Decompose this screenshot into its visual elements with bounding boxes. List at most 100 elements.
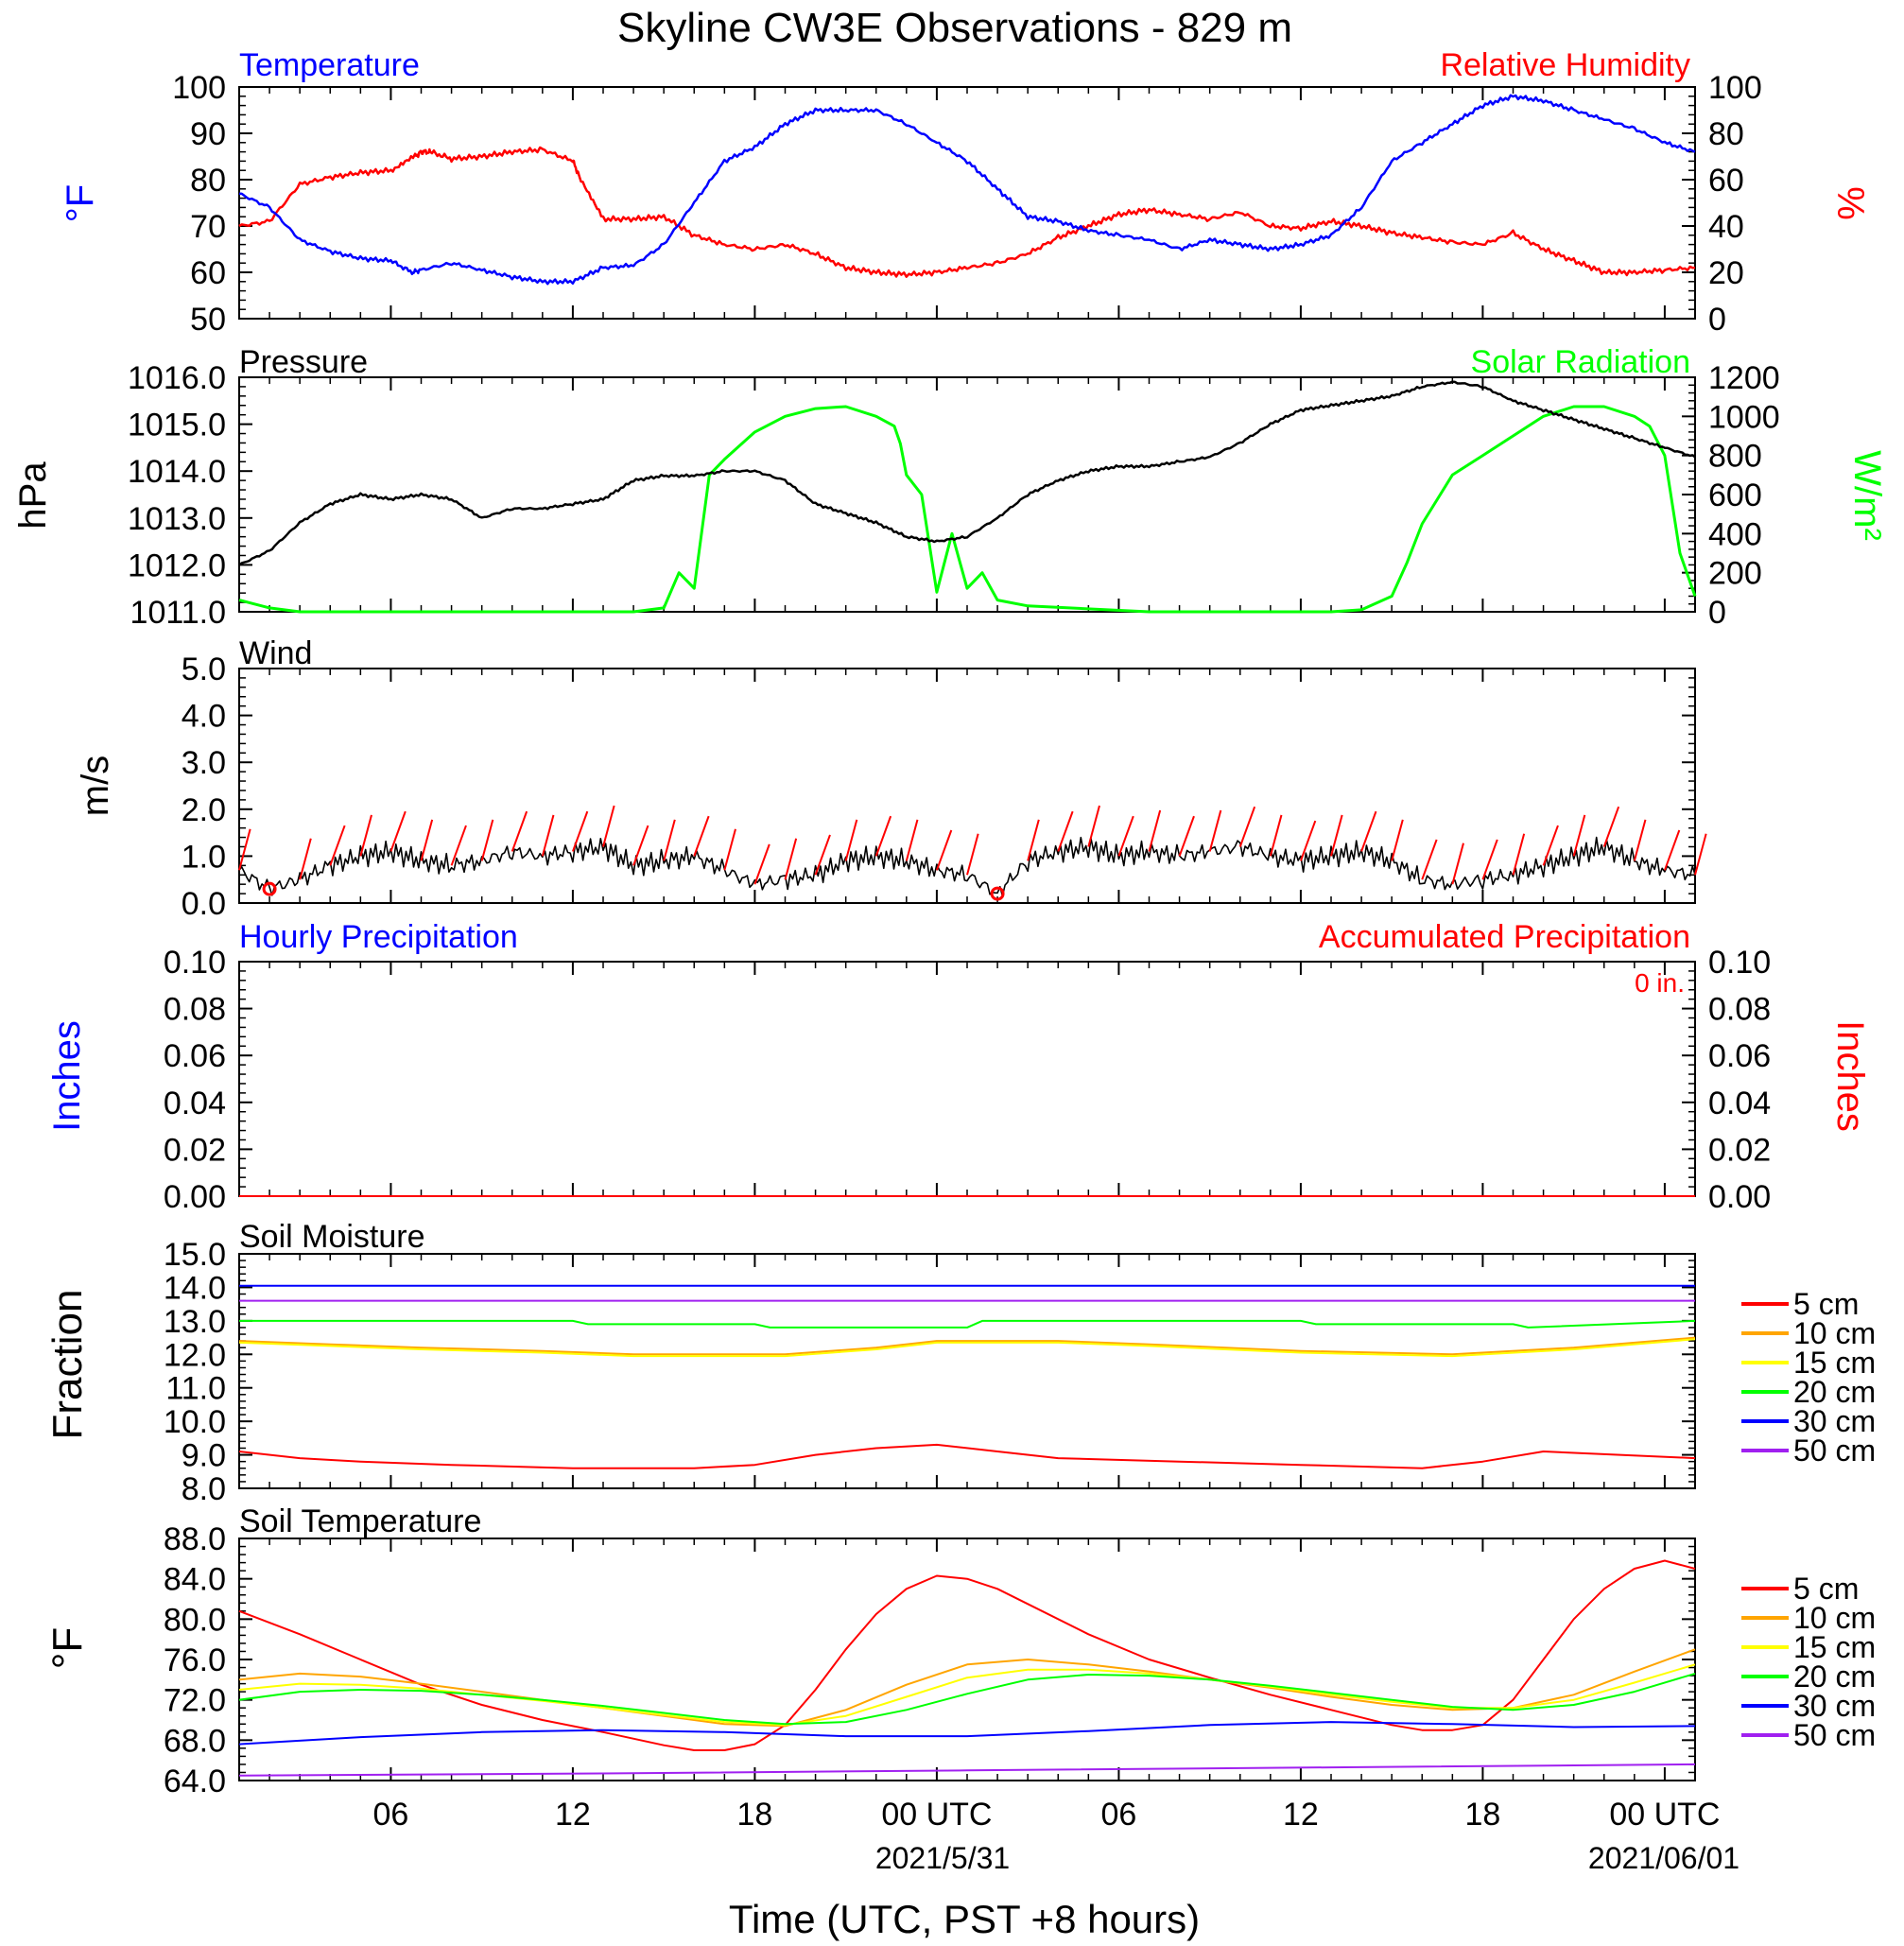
soilt-legend-label: 10 cm bbox=[1793, 1601, 1876, 1635]
x-axis-label: Time (UTC, PST +8 hours) bbox=[729, 1897, 1200, 1941]
pres-right-tick-label: 1200 bbox=[1708, 360, 1780, 396]
soilt-left-tick-label: 88.0 bbox=[164, 1521, 226, 1557]
panel-wind: Wind m/s 5.0 4.0 3.0 2.0 1.0 0.0 bbox=[75, 635, 1707, 922]
wind-direction-stick bbox=[966, 833, 979, 876]
wind-direction-stick bbox=[1117, 815, 1134, 857]
pres-left-unit: hPa bbox=[12, 461, 54, 530]
temp-right-tick-label: 60 bbox=[1708, 163, 1744, 199]
pres-right-tick-label: 0 bbox=[1708, 595, 1726, 631]
soil-temperature-line-5cm bbox=[238, 1559, 1696, 1751]
temp-right-tick-label: 40 bbox=[1708, 209, 1744, 245]
precip-right-tick-label: 0.08 bbox=[1708, 992, 1771, 1028]
soilm-legend-label: 30 cm bbox=[1793, 1404, 1876, 1438]
soilt-left-unit: °F bbox=[44, 1627, 91, 1669]
wind-direction-stick bbox=[814, 834, 831, 876]
temp-left-tick-label: 60 bbox=[190, 255, 226, 291]
precip-left-tick-label: 0.08 bbox=[164, 992, 226, 1028]
wind-direction-stick bbox=[1208, 809, 1222, 852]
wind-direction-stick bbox=[1360, 810, 1377, 852]
wind-direction-stick bbox=[541, 814, 555, 857]
wind-left-title: Wind bbox=[239, 635, 312, 671]
wind-direction-stick bbox=[784, 838, 798, 880]
wind-direction-stick bbox=[511, 810, 528, 852]
wind-direction-stick bbox=[329, 825, 346, 866]
pres-right-tick-label: 400 bbox=[1708, 516, 1762, 552]
wind-direction-stick bbox=[571, 810, 589, 852]
temp-right-title: Relative Humidity bbox=[1440, 47, 1690, 83]
temp-right-tick-label: 20 bbox=[1708, 255, 1744, 291]
temp-right-unit: % bbox=[1829, 186, 1871, 220]
soil-moisture-line-5cm bbox=[238, 1443, 1696, 1469]
temp-left-tick-label: 50 bbox=[190, 302, 226, 338]
wind-direction-stick bbox=[1633, 819, 1647, 861]
wind-direction-stick bbox=[1481, 839, 1498, 880]
precip-right-tick-label: 0.10 bbox=[1708, 945, 1771, 981]
soil-temperature-line-30cm bbox=[238, 1721, 1696, 1746]
wind-direction-stick bbox=[1391, 819, 1404, 861]
wind-direction-stick bbox=[480, 819, 494, 861]
soilm-legend-label: 15 cm bbox=[1793, 1346, 1876, 1380]
wind-left-tick-label: 1.0 bbox=[182, 839, 226, 875]
panel-soil-moisture: Soil Moisture Fraction 15.014.013.012.01… bbox=[44, 1219, 1876, 1507]
wind-direction-stick bbox=[1602, 806, 1620, 847]
figure-title: Skyline CW3E Observations - 829 m bbox=[617, 5, 1292, 51]
temp-right-tick-label: 100 bbox=[1708, 70, 1762, 106]
soilt-left-tick-label: 84.0 bbox=[164, 1562, 226, 1598]
soilt-legend-label: 50 cm bbox=[1793, 1718, 1876, 1752]
soilm-frame bbox=[238, 1253, 1696, 1489]
wind-direction-stick bbox=[1663, 829, 1681, 871]
wind-direction-stick bbox=[238, 828, 251, 871]
pres-left-tick-label: 1015.0 bbox=[128, 408, 226, 443]
pres-right-tick-label: 600 bbox=[1708, 478, 1762, 513]
x-date-2: 2021/06/01 bbox=[1588, 1841, 1740, 1875]
wind-direction-stick bbox=[632, 825, 649, 866]
soilm-legend-label: 10 cm bbox=[1793, 1316, 1876, 1350]
soilt-legend-label: 5 cm bbox=[1793, 1572, 1859, 1606]
wind-direction-stick bbox=[1057, 810, 1074, 852]
solar-radiation-series-line bbox=[238, 405, 1697, 614]
precip-left-title: Hourly Precipitation bbox=[239, 919, 518, 955]
soilm-left-tick-label: 14.0 bbox=[164, 1270, 226, 1306]
precip-left-tick-label: 0.10 bbox=[164, 945, 226, 981]
wind-calm-marker bbox=[262, 881, 277, 896]
panel-precipitation: Hourly Precipitation Accumulated Precipi… bbox=[46, 919, 1871, 1215]
wind-direction-stick bbox=[1027, 819, 1040, 861]
precip-left-unit: Inches bbox=[46, 1020, 88, 1132]
wind-direction-stick bbox=[1148, 809, 1162, 852]
wind-direction-stick bbox=[299, 838, 312, 880]
wind-direction-stick bbox=[602, 805, 615, 847]
pres-right-tick-label: 800 bbox=[1708, 439, 1762, 475]
wind-direction-stick bbox=[1572, 814, 1586, 857]
precip-left-tick-label: 0.00 bbox=[164, 1179, 226, 1215]
precip-right-tick-label: 0.02 bbox=[1708, 1132, 1771, 1168]
temp-right-tick-label: 80 bbox=[1708, 116, 1744, 152]
precip-left-tick-label: 0.02 bbox=[164, 1132, 226, 1168]
precip-left-tick-label: 0.04 bbox=[164, 1086, 226, 1121]
soilm-left-tick-label: 15.0 bbox=[164, 1237, 226, 1273]
soilt-legend-label: 30 cm bbox=[1793, 1689, 1876, 1723]
wind-direction-stick bbox=[935, 829, 953, 871]
soilm-left-tick-label: 12.0 bbox=[164, 1337, 226, 1373]
soilm-left-tick-label: 10.0 bbox=[164, 1404, 226, 1440]
pres-left-tick-label: 1012.0 bbox=[128, 547, 226, 583]
temp-right-tick-label: 0 bbox=[1708, 302, 1726, 338]
soilm-left-unit: Fraction bbox=[44, 1290, 91, 1440]
soilt-left-tick-label: 80.0 bbox=[164, 1602, 226, 1638]
soilt-frame bbox=[238, 1538, 1696, 1781]
wind-direction-stick bbox=[1269, 814, 1283, 857]
x-tick-label: 00 UTC bbox=[881, 1797, 992, 1833]
soilt-left-tick-label: 64.0 bbox=[164, 1764, 226, 1799]
precip-right-tick-label: 0.06 bbox=[1708, 1038, 1771, 1074]
temp-left-unit: °F bbox=[60, 184, 101, 222]
time-axis: 06 12 18 00 UTC 06 12 18 00 UTC bbox=[373, 1797, 1721, 1833]
precip-right-unit: Inches bbox=[1829, 1020, 1871, 1132]
pres-left-tick-label: 1014.0 bbox=[128, 454, 226, 490]
wind-left-unit: m/s bbox=[75, 756, 116, 816]
pres-right-unit: W/m² bbox=[1846, 450, 1888, 541]
pressure-series-line bbox=[238, 380, 1696, 566]
soil-temperature-line-10cm bbox=[238, 1648, 1696, 1728]
panel-pressure: Pressure Solar Radiation hPa W/m² 1016.0… bbox=[12, 344, 1888, 631]
